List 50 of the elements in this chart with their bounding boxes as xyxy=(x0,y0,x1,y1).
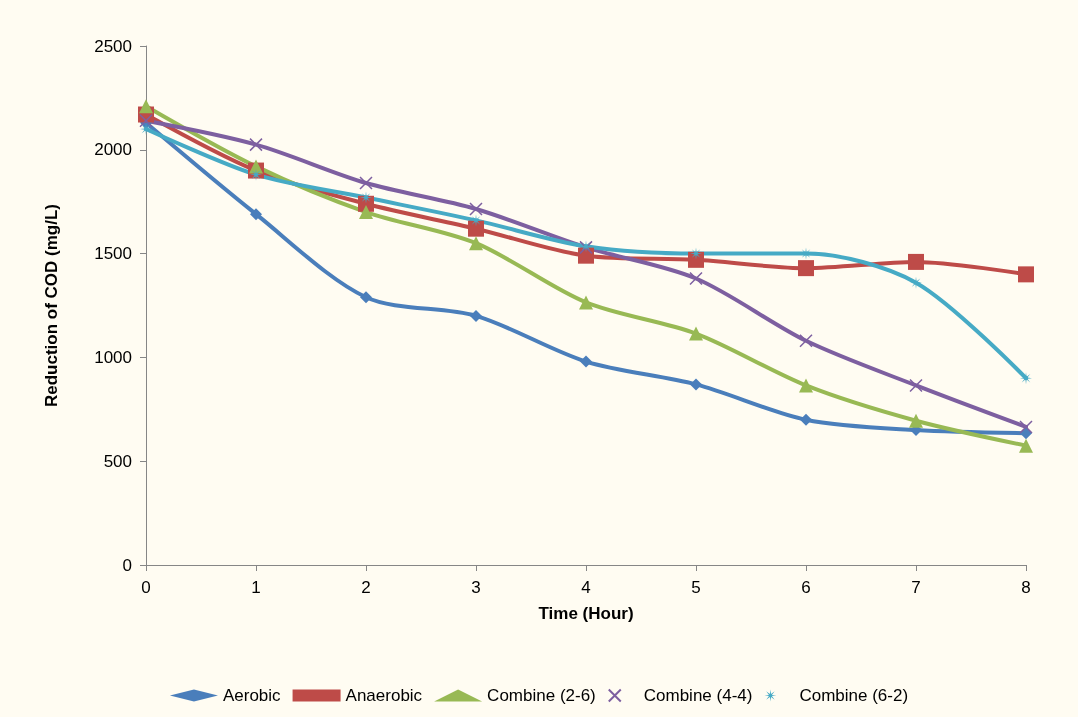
y-tick-label: 1000 xyxy=(94,347,132,367)
y-tick-label: 1500 xyxy=(94,244,132,264)
point xyxy=(469,236,483,251)
point xyxy=(799,334,813,348)
point xyxy=(908,253,924,270)
x-tick-label: 0 xyxy=(141,578,151,597)
point xyxy=(249,137,263,152)
point xyxy=(359,176,373,190)
x-tick-label: 8 xyxy=(1021,578,1031,597)
point xyxy=(688,251,704,268)
legend-label: Combine (2-6) xyxy=(487,686,596,705)
legend-label: Aerobic xyxy=(222,686,282,705)
x-tick-label: 2 xyxy=(361,578,371,597)
point xyxy=(799,378,813,393)
point xyxy=(798,260,814,277)
point xyxy=(1019,420,1033,434)
point xyxy=(359,205,373,220)
point xyxy=(139,99,153,114)
point xyxy=(470,309,482,322)
x-tick-label: 6 xyxy=(801,578,811,597)
y-axis-title: Reduction of COD (mg/L) xyxy=(42,203,61,408)
point xyxy=(249,159,263,174)
legend-label: Combine (6-2) xyxy=(799,686,909,705)
point xyxy=(909,413,923,428)
x-tick-label: 4 xyxy=(581,578,591,597)
legend-label: Anaerobic xyxy=(345,686,423,705)
point xyxy=(909,378,923,393)
y-tick-label: 2000 xyxy=(94,140,132,160)
point xyxy=(250,208,262,221)
point xyxy=(689,271,703,286)
x-axis-title: Time (Hour) xyxy=(538,604,634,623)
y-tick-label: 500 xyxy=(103,451,132,471)
point xyxy=(1019,438,1033,453)
point xyxy=(580,355,592,368)
point xyxy=(1018,266,1034,283)
legend-label: Combine (4-4) xyxy=(643,686,753,705)
point xyxy=(800,413,812,426)
point xyxy=(469,202,483,216)
point xyxy=(579,295,593,310)
point xyxy=(578,247,594,264)
x-tick-label: 7 xyxy=(911,578,921,597)
x-tick-label: 5 xyxy=(691,578,701,597)
point xyxy=(360,291,372,304)
point xyxy=(468,220,484,237)
y-tick-label: 0 xyxy=(122,555,132,575)
y-tick-label: 2500 xyxy=(94,36,132,56)
point xyxy=(689,326,703,341)
x-tick-label: 1 xyxy=(251,578,261,597)
point xyxy=(690,378,702,391)
x-tick-label: 3 xyxy=(471,578,481,597)
